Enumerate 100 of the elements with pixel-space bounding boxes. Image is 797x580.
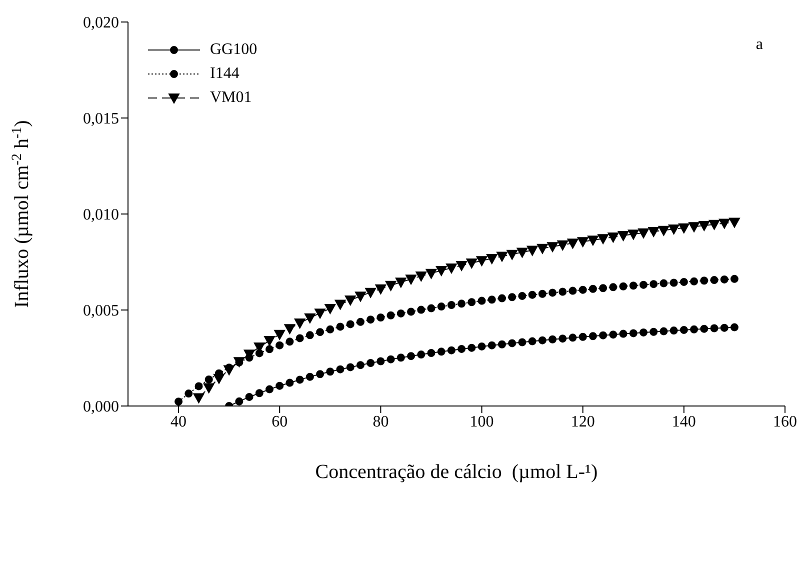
point <box>458 300 466 308</box>
y-tick-label: 0,015 <box>83 110 119 128</box>
point <box>526 246 538 256</box>
point <box>266 345 274 354</box>
point <box>235 397 244 406</box>
point <box>578 332 587 341</box>
point <box>316 370 324 378</box>
point <box>710 324 718 332</box>
point <box>690 325 698 334</box>
point <box>407 308 416 316</box>
point <box>670 278 678 287</box>
point <box>599 331 608 340</box>
point <box>567 238 578 249</box>
point <box>407 352 416 360</box>
x-tick-label: 160 <box>773 413 797 430</box>
point <box>538 336 546 344</box>
point <box>628 230 639 240</box>
point <box>730 274 738 283</box>
point <box>316 328 324 336</box>
x-tick-label: 60 <box>272 413 288 430</box>
point <box>730 323 738 332</box>
point <box>557 240 568 250</box>
point <box>395 278 406 288</box>
point <box>264 336 276 346</box>
point <box>396 309 405 318</box>
point <box>658 226 670 236</box>
point <box>266 385 274 394</box>
point <box>518 338 526 346</box>
point <box>599 284 608 292</box>
point <box>650 280 658 288</box>
point <box>306 331 314 340</box>
point <box>416 272 427 282</box>
point <box>618 231 629 242</box>
point <box>396 354 405 362</box>
point <box>306 372 314 381</box>
point <box>660 327 668 336</box>
point <box>678 223 690 234</box>
y-tick-label: 0,000 <box>83 398 119 416</box>
point <box>184 390 193 398</box>
point <box>496 252 508 262</box>
point <box>528 337 536 346</box>
point <box>436 266 447 276</box>
point <box>700 324 708 333</box>
point <box>296 376 304 384</box>
point <box>447 346 456 354</box>
point <box>506 250 518 260</box>
point <box>417 306 426 314</box>
point <box>386 355 395 364</box>
point <box>486 254 498 264</box>
legend-label: I144 <box>210 64 240 84</box>
point <box>213 374 224 384</box>
point <box>498 294 506 302</box>
point <box>708 220 720 230</box>
point <box>224 365 235 376</box>
point <box>498 340 506 348</box>
point <box>324 304 336 314</box>
point <box>417 350 426 359</box>
point <box>680 326 688 334</box>
point <box>284 324 296 334</box>
x-axis-title: Concentração de cálcio (µmol L-¹) <box>315 461 598 483</box>
point <box>294 318 306 329</box>
point <box>344 296 356 306</box>
point <box>286 378 294 387</box>
point <box>468 344 476 352</box>
point <box>638 228 649 238</box>
point <box>366 316 375 324</box>
point <box>326 325 334 334</box>
point <box>568 286 577 295</box>
point <box>650 328 658 336</box>
point <box>406 274 417 285</box>
point <box>508 293 516 302</box>
point <box>516 248 528 258</box>
point <box>437 348 446 356</box>
point <box>660 279 668 288</box>
point <box>547 242 558 252</box>
point <box>458 344 466 353</box>
point <box>476 256 488 266</box>
point <box>174 398 183 406</box>
point <box>447 301 456 310</box>
point <box>326 368 334 376</box>
point <box>334 300 346 310</box>
point <box>680 278 688 286</box>
point <box>286 338 294 346</box>
point <box>456 260 468 271</box>
point <box>577 237 588 248</box>
point <box>668 224 680 234</box>
point <box>728 218 740 228</box>
point <box>538 290 546 298</box>
point <box>203 383 214 394</box>
point <box>720 324 728 332</box>
point <box>245 392 254 401</box>
point <box>629 329 638 338</box>
point <box>629 282 638 290</box>
point <box>710 276 718 284</box>
point <box>346 320 354 328</box>
point <box>639 280 648 289</box>
point <box>588 332 597 340</box>
point <box>508 339 516 348</box>
point <box>376 357 385 366</box>
point <box>446 263 457 274</box>
